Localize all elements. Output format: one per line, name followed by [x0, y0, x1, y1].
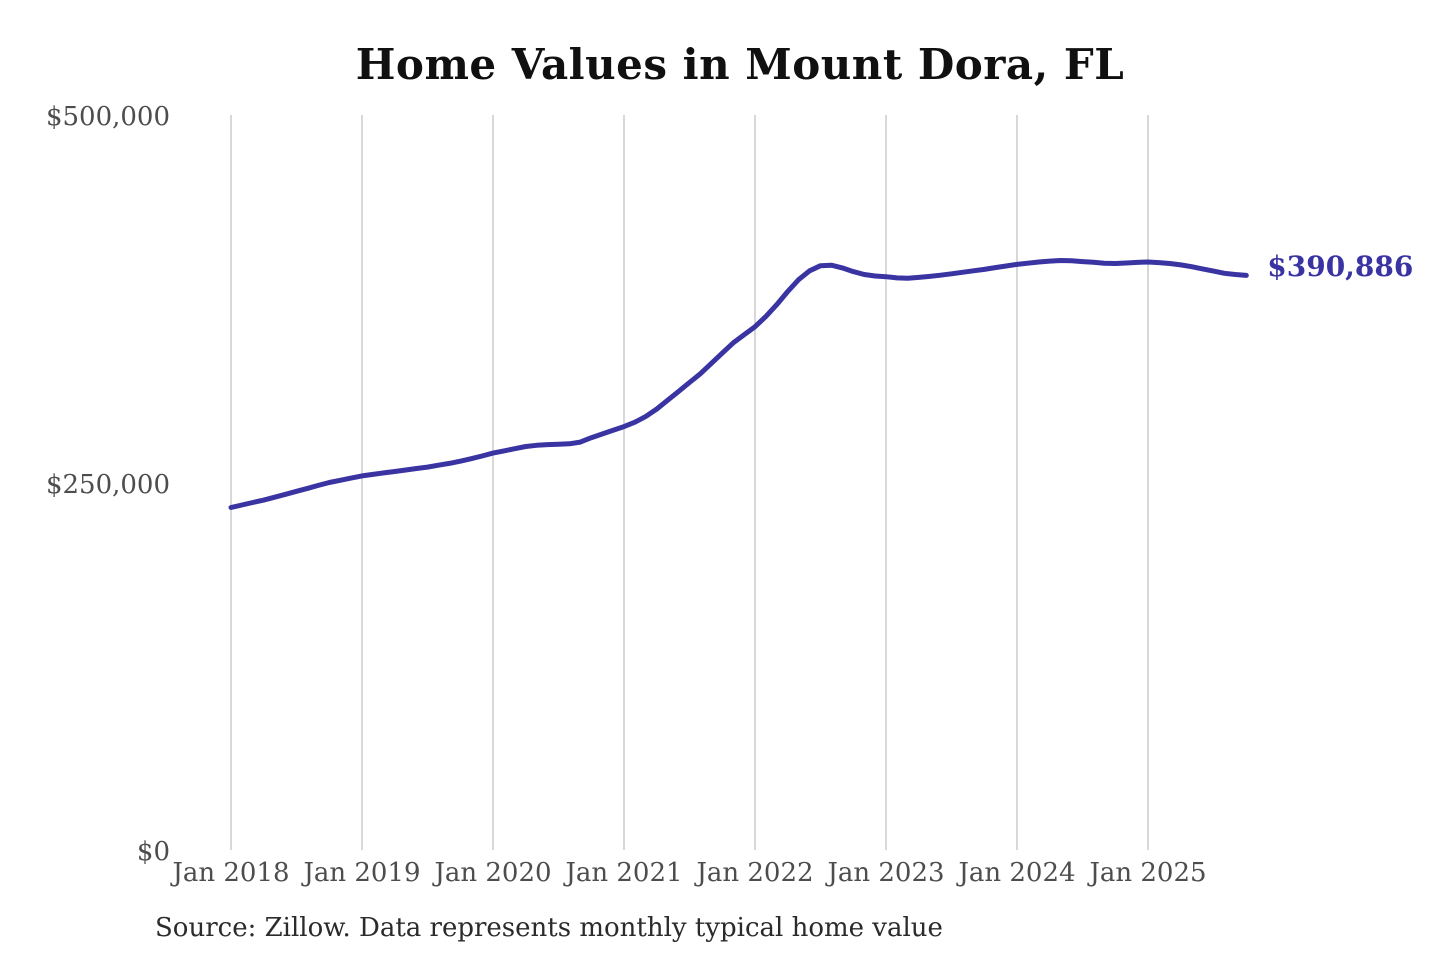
- x-axis-tick-label: Jan 2025: [1089, 858, 1207, 888]
- x-axis-tick-label: Jan 2022: [696, 858, 814, 888]
- home-value-line: [228, 258, 1249, 510]
- y-axis-tick-label: $500,000: [45, 102, 170, 132]
- x-axis-tick-label: Jan 2021: [565, 858, 683, 888]
- current-value-label: $390,886: [1267, 250, 1414, 284]
- x-axis-tick-label: Jan 2018: [172, 858, 290, 888]
- y-axis-tick-label: $250,000: [45, 469, 170, 500]
- gridlines-group: [230, 115, 1149, 850]
- x-axis-tick-label: Jan 2020: [434, 858, 552, 888]
- x-axis-tick-label: Jan 2023: [827, 858, 945, 888]
- x-axis-tick-label: Jan 2024: [958, 858, 1076, 888]
- chart-title: Home Values in Mount Dora, FL: [355, 40, 1125, 89]
- y-axis-tick-label: $0: [136, 837, 170, 867]
- source-note: Source: Zillow. Data represents monthly …: [155, 913, 943, 943]
- x-axis-tick-label: Jan 2019: [303, 858, 421, 888]
